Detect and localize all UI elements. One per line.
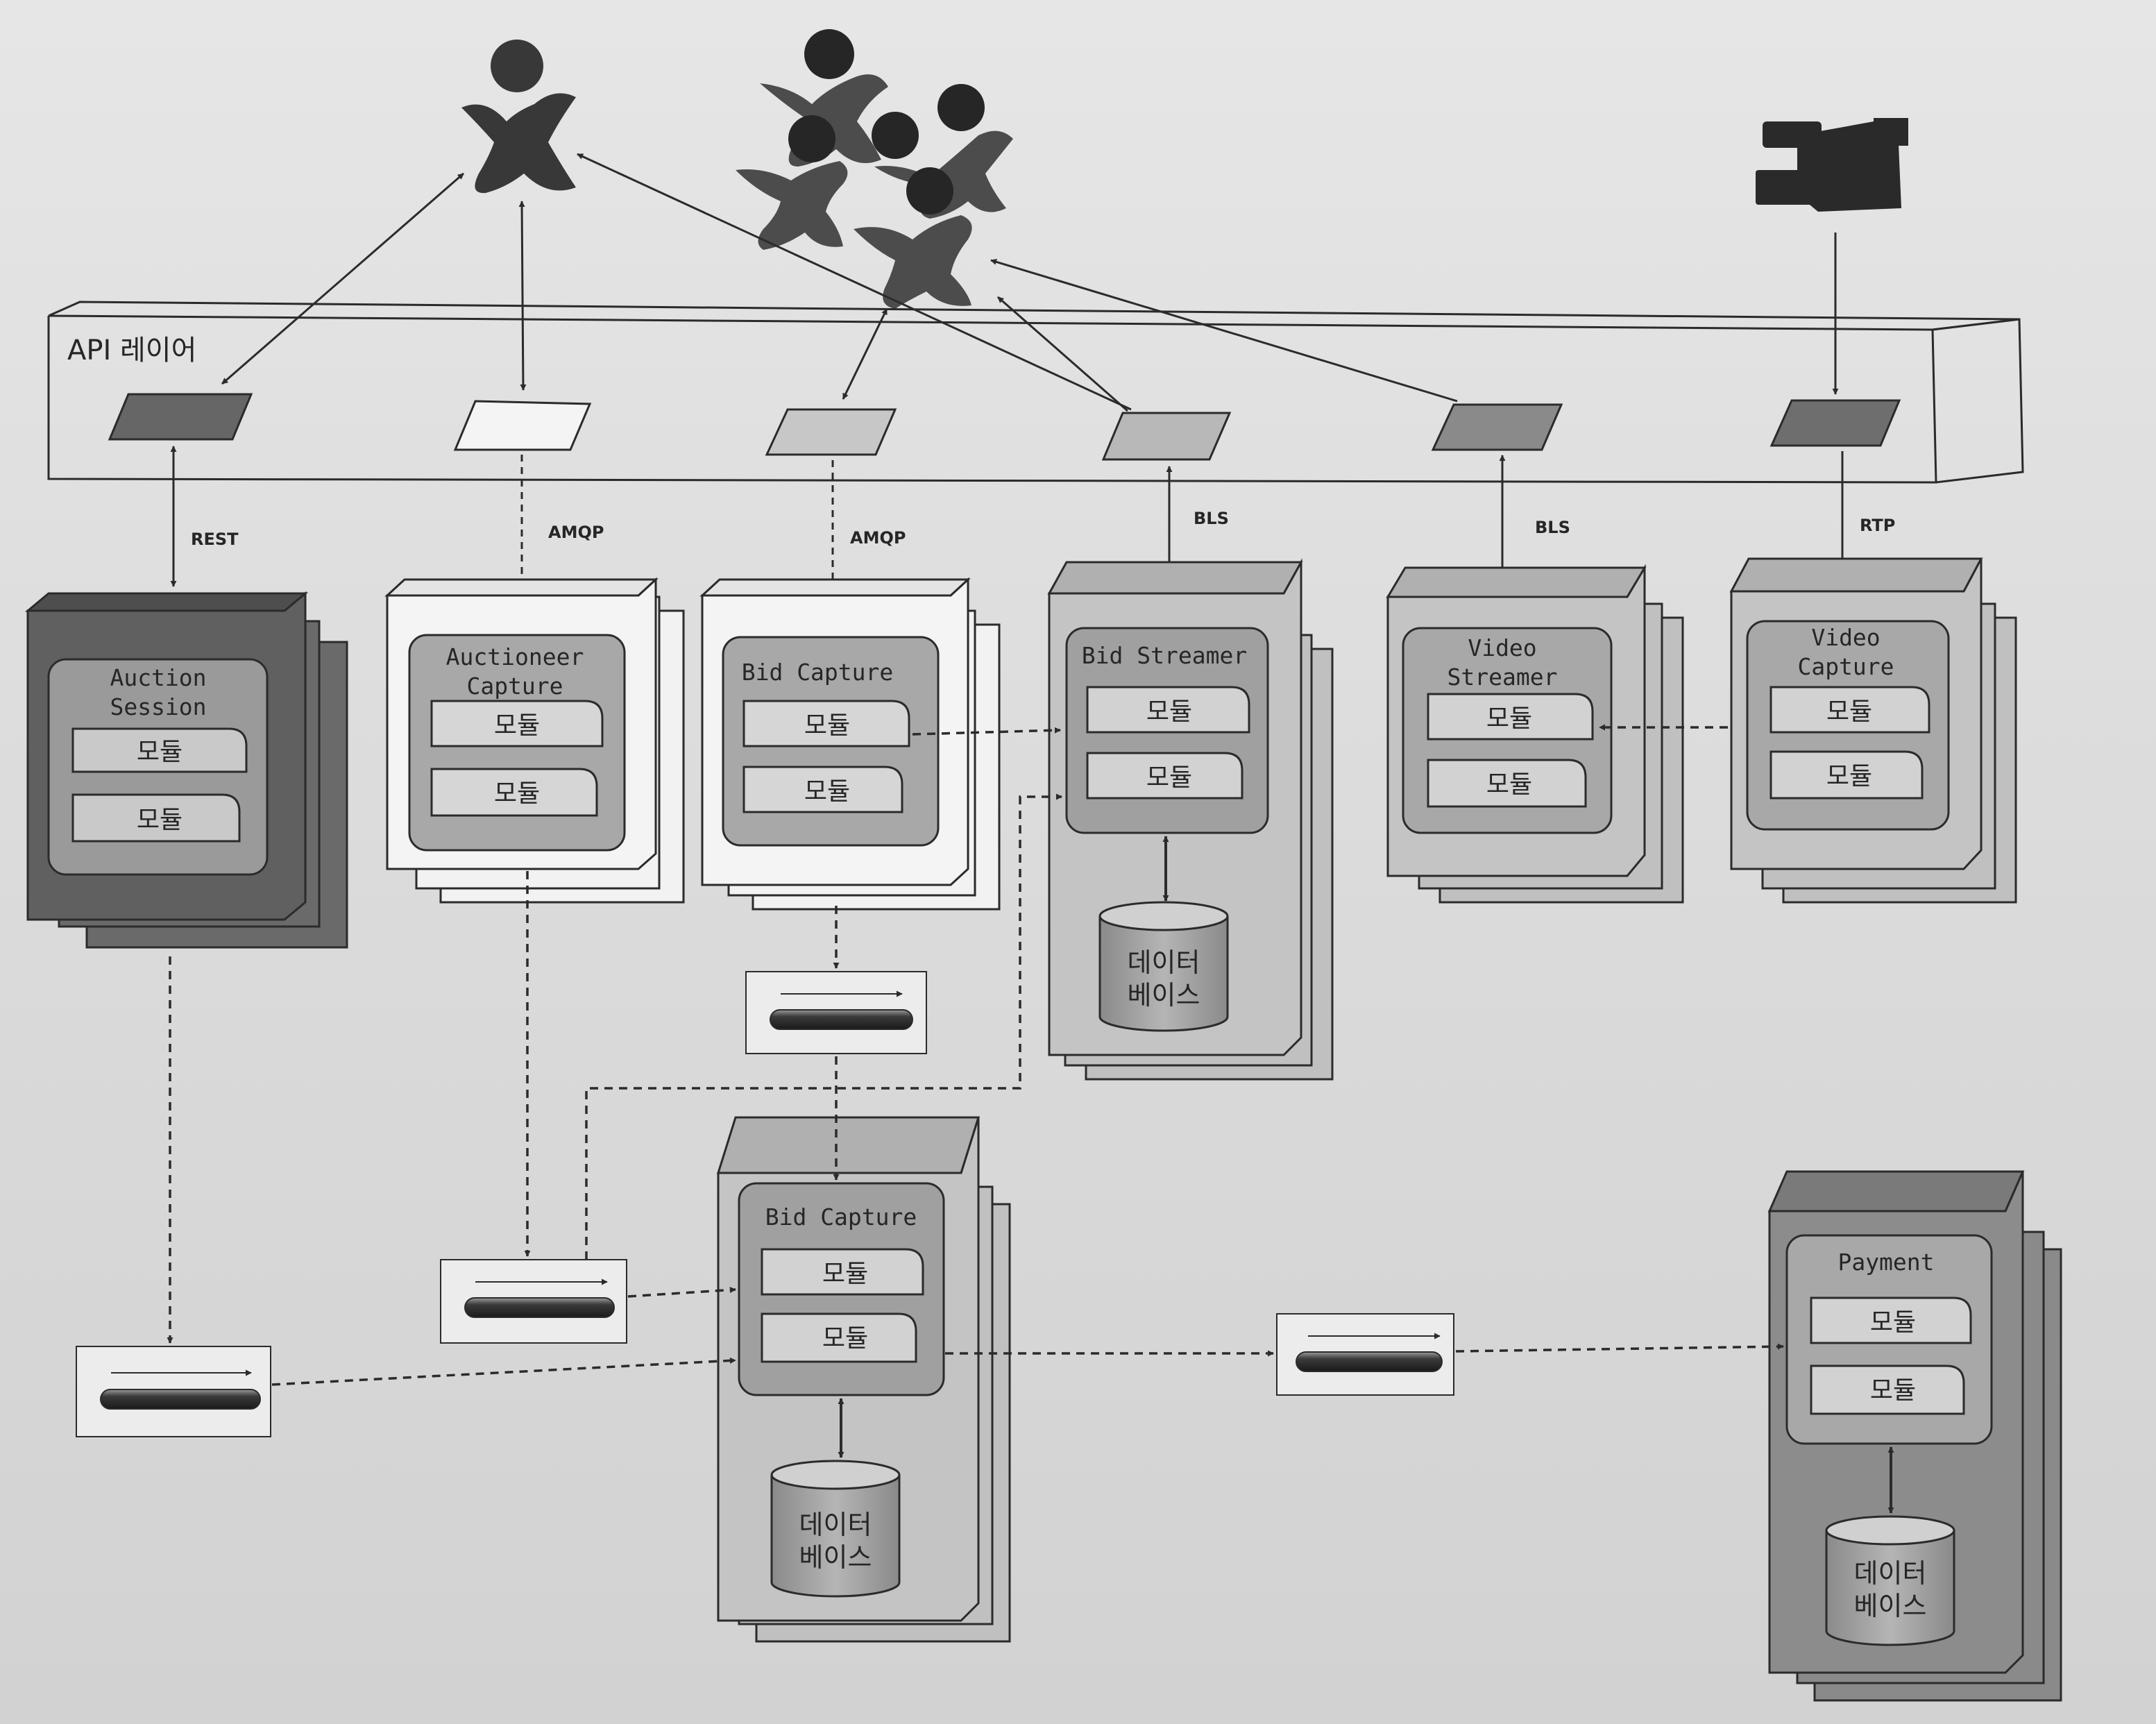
- gateway-auctioneer-capture[interactable]: [453, 400, 592, 451]
- protocol-label-rest: REST: [191, 530, 239, 549]
- gateway-bid-streamer[interactable]: [1101, 412, 1232, 461]
- service-title: Auction: [110, 664, 206, 691]
- service-title: Streamer: [1448, 664, 1558, 691]
- arrow-videostreamer-bidders: [990, 259, 1458, 403]
- service-title: Auctioneer: [446, 643, 584, 670]
- message-queue-1: [745, 971, 927, 1054]
- protocol-label-bls-1: BLS: [1194, 509, 1229, 528]
- database-label: 데이터: [1128, 947, 1200, 978]
- module-label: 모듈: [1146, 763, 1192, 792]
- service-title: Video: [1811, 624, 1880, 651]
- message-queue-2: [440, 1259, 627, 1344]
- database-label: 데이터: [1854, 1558, 1927, 1589]
- arrow-auction-session-auctioneer: [221, 172, 464, 385]
- service-auctioneer-capture: Auctioneer Capture 모듈 모듈: [384, 577, 685, 904]
- module-label: 모듈: [137, 806, 183, 834]
- protocol-label-amqp-1: AMQP: [548, 523, 604, 542]
- video-camera-icon: [1756, 118, 1908, 212]
- service-payment: Payment 모듈 모듈 데이터 베이스: [1767, 1170, 2062, 1702]
- database-label: 베이스: [1854, 1591, 1927, 1621]
- service-title: Payment: [1837, 1249, 1934, 1276]
- service-auction-session: Auction Session 모듈 모듈: [24, 591, 348, 949]
- gateway-bid-capture[interactable]: [765, 408, 897, 456]
- service-title: Bid Capture: [742, 659, 894, 686]
- arrow-auctioneer-capture-auctioneer: [518, 201, 527, 391]
- service-title: Capture: [1797, 653, 1894, 680]
- flow-queue2-to-bidcapture-bottom: [627, 1287, 736, 1298]
- protocol-label-amqp-2: AMQP: [850, 528, 906, 548]
- module-label: 모듈: [822, 1324, 868, 1353]
- database-icon: [770, 1460, 901, 1598]
- module-label: 모듈: [1486, 770, 1532, 799]
- bidders-actor-icon: [736, 29, 1013, 309]
- service-title: Video: [1468, 634, 1536, 661]
- service-bid-streamer: Bid Streamer 모듈 모듈 데이터 베이스: [1047, 558, 1334, 1081]
- module-label: 모듈: [137, 738, 183, 766]
- protocol-label-bls-2: BLS: [1535, 518, 1570, 537]
- module-label: 모듈: [494, 711, 540, 740]
- module-label: 모듈: [1826, 698, 1872, 726]
- module-label: 모듈: [1826, 762, 1872, 791]
- database-label: 베이스: [799, 1542, 872, 1573]
- auctioneer-actor-icon: [461, 40, 576, 194]
- module-label: 모듈: [1146, 698, 1192, 726]
- flow-queue3-to-bidcapture-bottom: [271, 1357, 736, 1386]
- database-label: 베이스: [1128, 980, 1200, 1011]
- service-title: Capture: [466, 673, 563, 700]
- protocol-label-rtp: RTP: [1860, 516, 1895, 535]
- flow-queue4-to-payment: [1455, 1343, 1784, 1353]
- api-layer-title: API 레이어: [67, 335, 196, 366]
- database-icon: [1825, 1515, 1955, 1646]
- service-bid-capture-bottom: Bid Capture 모듈 모듈 데이터 베이스: [716, 1116, 1011, 1643]
- module-label: 모듈: [804, 711, 850, 740]
- module-label: 모듈: [1486, 704, 1532, 733]
- module-label: 모듈: [1870, 1376, 1916, 1405]
- flow-auctioneer-queue-to-bidstreamer: [585, 793, 1062, 1260]
- service-video-capture: Video Capture 모듈 모듈: [1729, 557, 2017, 904]
- service-title: Bid Streamer: [1082, 642, 1247, 669]
- gateway-video-streamer[interactable]: [1431, 403, 1563, 451]
- module-label: 모듈: [1870, 1308, 1916, 1337]
- module-label: 모듈: [494, 779, 540, 808]
- service-title: Bid Capture: [765, 1203, 917, 1231]
- gateway-auction-session[interactable]: [108, 393, 253, 441]
- message-queue-3: [76, 1346, 271, 1437]
- api-layer-box: [47, 301, 2024, 484]
- gateway-video-capture[interactable]: [1769, 399, 1901, 447]
- arrow-bidcapture-bidders: [842, 308, 888, 400]
- service-title: Session: [110, 693, 206, 720]
- arrow-bidstreamer-bidders: [997, 296, 1128, 412]
- database-label: 데이터: [799, 1510, 872, 1540]
- service-video-streamer: Video Streamer 모듈 모듈: [1386, 564, 1684, 904]
- service-bid-capture-top: Bid Capture 모듈 모듈: [699, 577, 1001, 911]
- message-queue-4: [1276, 1313, 1454, 1396]
- database-icon: [1098, 901, 1229, 1032]
- module-label: 모듈: [804, 777, 850, 806]
- flow-bidcapture-to-bidstreamer: [912, 727, 1061, 736]
- arrow-bidstreamer-auctioneer: [577, 153, 1132, 411]
- module-label: 모듈: [822, 1260, 868, 1288]
